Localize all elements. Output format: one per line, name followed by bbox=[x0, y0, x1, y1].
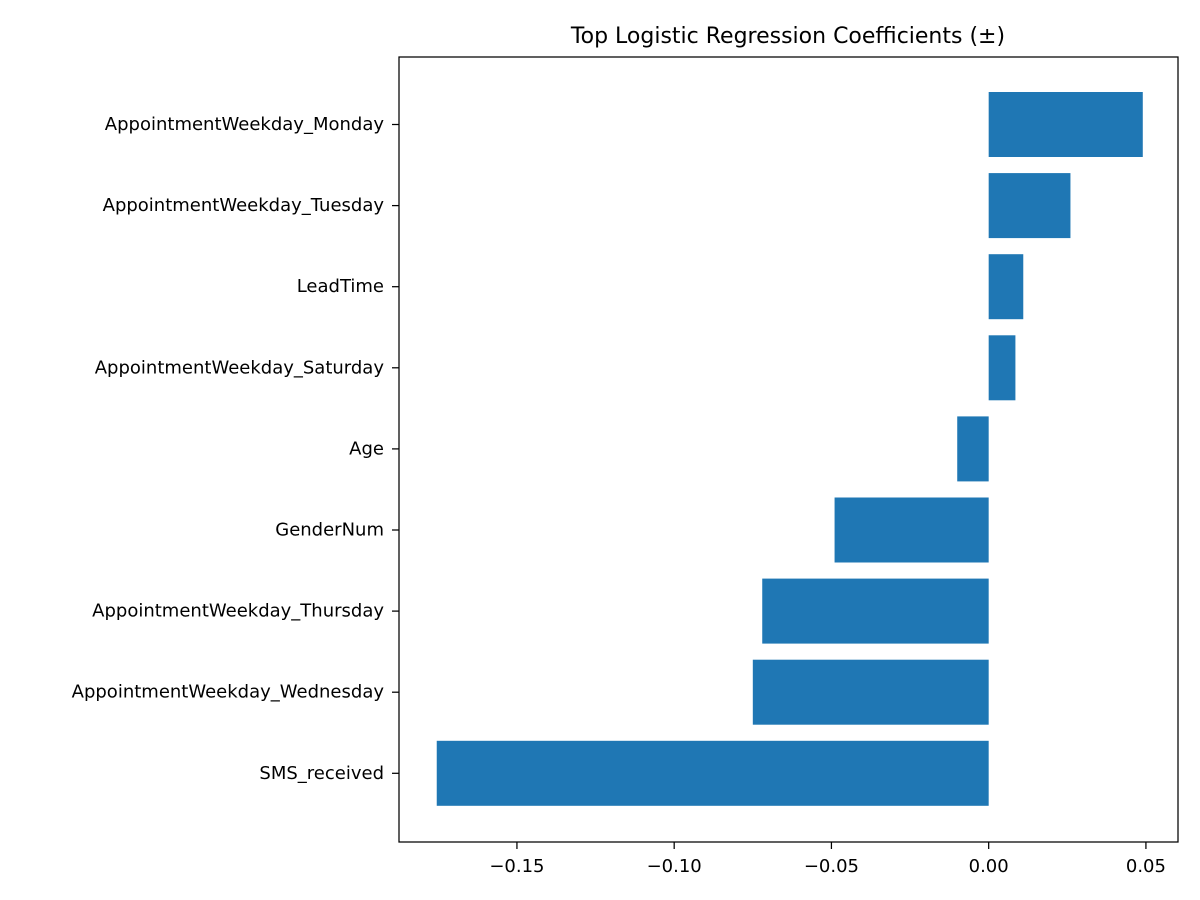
bar-appointmentweekday-wednesday bbox=[752, 659, 989, 725]
bar-appointmentweekday-monday bbox=[988, 92, 1143, 157]
x-tick-label: 0.00 bbox=[969, 856, 1009, 877]
y-tick-label: SMS_received bbox=[259, 763, 384, 784]
x-axis: −0.15 −0.10 −0.05 0.00 0.05 bbox=[489, 842, 1166, 877]
bar-age bbox=[957, 416, 989, 482]
bar-sms-received bbox=[436, 740, 989, 806]
y-tick-label: GenderNum bbox=[275, 520, 384, 541]
bars-layer bbox=[436, 92, 1143, 806]
bar-appointmentweekday-saturday bbox=[988, 335, 1016, 401]
x-tick-label: −0.05 bbox=[804, 856, 859, 877]
x-tick-label: 0.05 bbox=[1126, 856, 1166, 877]
chart-title: Top Logistic Regression Coefficients (±) bbox=[570, 24, 1005, 49]
bar-appointmentweekday-tuesday bbox=[988, 173, 1071, 239]
bar-appointmentweekday-thursday bbox=[762, 578, 989, 644]
bar-leadtime bbox=[988, 254, 1024, 320]
bar-gendernum bbox=[834, 497, 989, 563]
x-tick-label: −0.15 bbox=[489, 856, 544, 877]
y-tick-label: AppointmentWeekday_Tuesday bbox=[103, 195, 385, 216]
y-tick-label: Age bbox=[349, 438, 384, 459]
y-tick-label: LeadTime bbox=[297, 276, 384, 297]
y-axis: AppointmentWeekday_Monday AppointmentWeek… bbox=[72, 114, 399, 784]
x-tick-label: −0.10 bbox=[647, 856, 702, 877]
y-tick-label: AppointmentWeekday_Saturday bbox=[95, 357, 385, 378]
y-tick-label: AppointmentWeekday_Wednesday bbox=[72, 682, 385, 703]
y-tick-label: AppointmentWeekday_Thursday bbox=[92, 601, 384, 622]
y-tick-label: AppointmentWeekday_Monday bbox=[105, 114, 385, 135]
